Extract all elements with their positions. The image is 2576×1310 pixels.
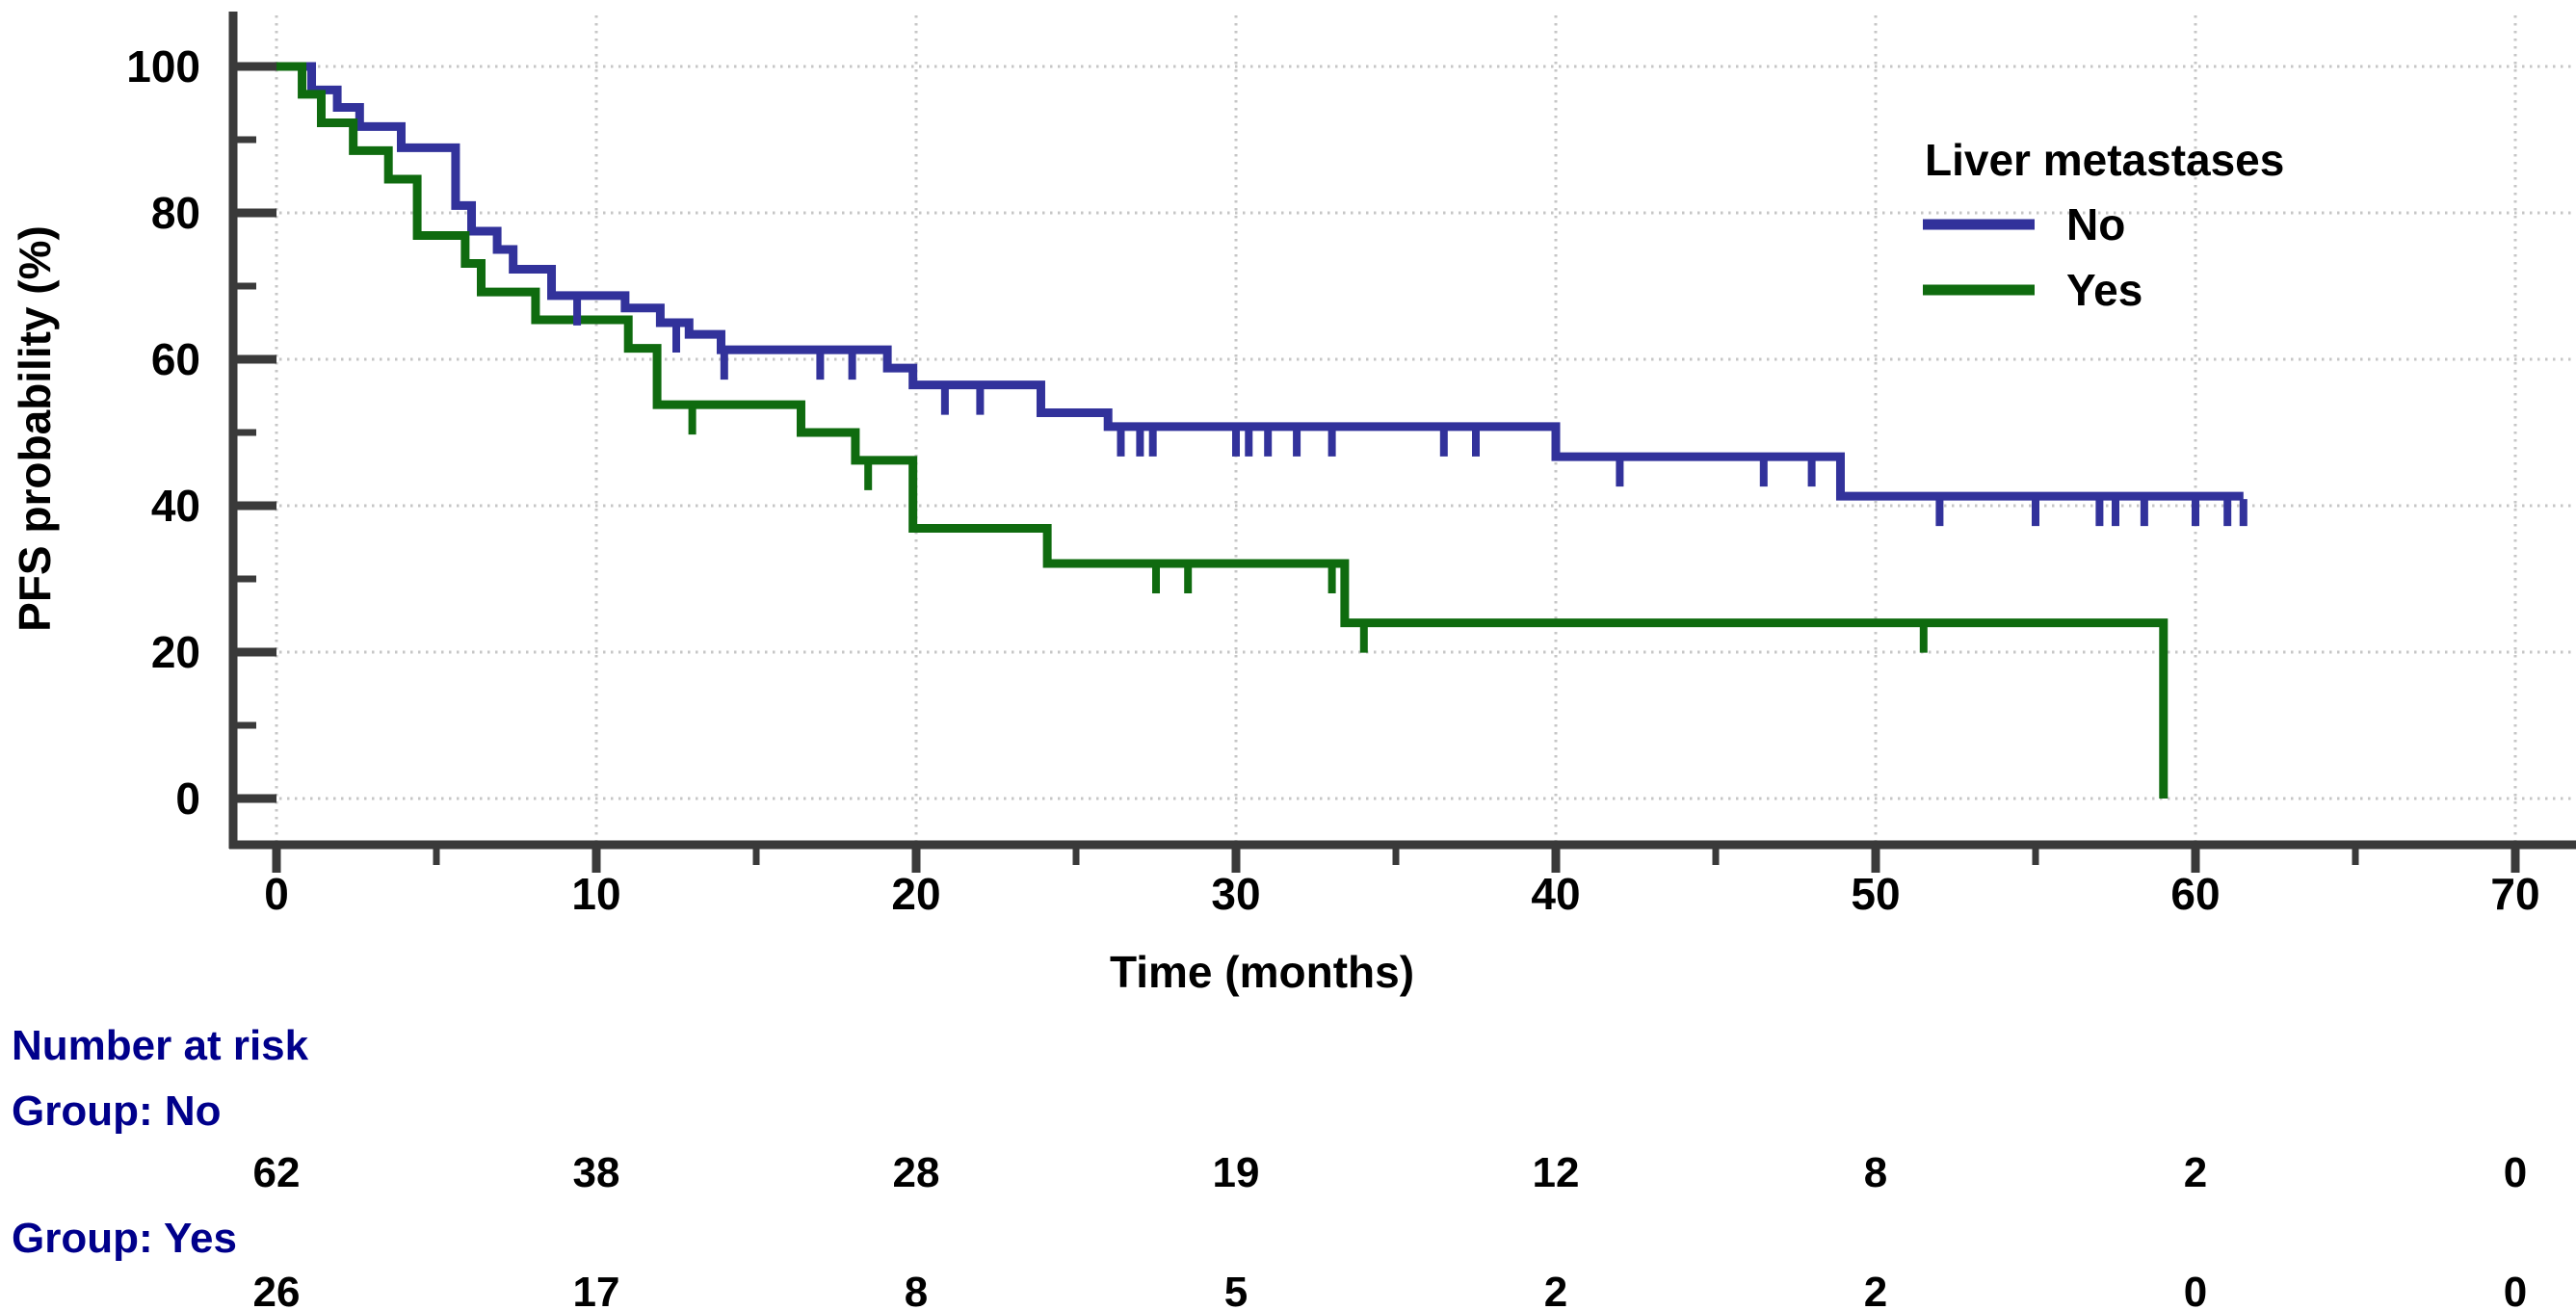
- risk-count: 0: [2504, 1149, 2527, 1196]
- risk-counts-row-no: 62 38 28 19 12 8 2 0: [253, 1149, 2528, 1196]
- risk-group-label-yes: Group: Yes: [12, 1215, 237, 1262]
- legend: Liver metastases No Yes: [1923, 135, 2284, 315]
- legend-label-yes: Yes: [2066, 265, 2142, 315]
- censor-marks: [573, 298, 2247, 653]
- x-tick-label: 40: [1531, 869, 1580, 919]
- risk-count: 5: [1224, 1269, 1248, 1310]
- risk-count: 8: [1864, 1149, 1887, 1196]
- risk-count: 0: [2184, 1269, 2207, 1310]
- risk-count: 12: [1533, 1149, 1580, 1196]
- y-axis-title: PFS probability (%): [10, 225, 60, 632]
- y-tick-label: 80: [151, 188, 200, 238]
- legend-title: Liver metastases: [1925, 135, 2284, 185]
- survival-curves: [276, 62, 2244, 799]
- km-curve-no: [276, 62, 2244, 501]
- axis-tick-labels: 0 20 40 60 80 100 0 10 20 30 40 50 60 70: [126, 41, 2539, 919]
- legend-label-no: No: [2066, 199, 2125, 249]
- y-tick-label: 40: [151, 481, 200, 531]
- axis-ticks: [233, 62, 2520, 873]
- x-tick-label: 20: [891, 869, 940, 919]
- x-tick-label: 50: [1851, 869, 1900, 919]
- y-tick-label: 0: [175, 773, 200, 824]
- number-at-risk-table: Number at risk Group: No 62 38 28 19 12 8 2 0 G…: [12, 1022, 2527, 1310]
- risk-group-label-no: Group: No: [12, 1087, 222, 1135]
- x-tick-label: 60: [2170, 869, 2220, 919]
- x-tick-label: 30: [1211, 869, 1260, 919]
- risk-count: 2: [1864, 1269, 1887, 1310]
- gridlines: [233, 15, 2576, 845]
- risk-count: 17: [573, 1269, 620, 1310]
- risk-count: 8: [905, 1269, 928, 1310]
- y-tick-label: 60: [151, 334, 200, 384]
- km-curve-yes: [276, 62, 2169, 799]
- risk-count: 62: [253, 1149, 301, 1196]
- risk-counts-row-yes: 26 17 8 5 2 2 0 0: [253, 1269, 2528, 1310]
- risk-count: 2: [2184, 1149, 2207, 1196]
- risk-count: 2: [1544, 1269, 1567, 1310]
- x-tick-label: 70: [2490, 869, 2539, 919]
- risk-count: 26: [253, 1269, 301, 1310]
- risk-count: 28: [893, 1149, 940, 1196]
- risk-count: 19: [1213, 1149, 1260, 1196]
- risk-table-title: Number at risk: [12, 1022, 309, 1069]
- y-tick-label: 20: [151, 627, 200, 677]
- risk-count: 0: [2504, 1269, 2527, 1310]
- risk-count: 38: [573, 1149, 620, 1196]
- x-tick-label: 0: [264, 869, 289, 919]
- x-tick-label: 10: [571, 869, 620, 919]
- y-tick-label: 100: [126, 41, 200, 92]
- x-axis-title: Time (months): [1110, 947, 1414, 997]
